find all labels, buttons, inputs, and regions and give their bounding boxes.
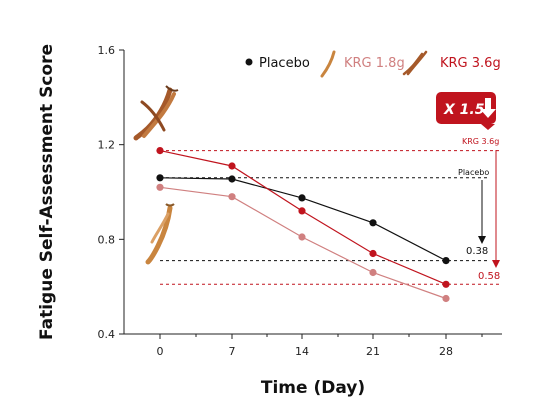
- ginseng-root-large-illustration: [133, 85, 179, 141]
- axes: [123, 50, 502, 335]
- down-arrow-icon: [480, 98, 496, 118]
- x-tick-label: 21: [366, 345, 380, 358]
- y-axis-title: Fatigue Self-Assessment Score: [37, 44, 57, 340]
- x-ticks: 0 7 14 21 28: [157, 334, 483, 358]
- placebo-change-arrowhead: [478, 236, 486, 244]
- x1-5-badge: X 1.5: [436, 92, 496, 130]
- data-point-krg-3-6g: [442, 280, 450, 288]
- data-point-krg-1-8g: [228, 193, 236, 201]
- x-tick-label: 14: [295, 345, 309, 358]
- x-tick-label: 0: [157, 345, 164, 358]
- series-line-placebo: [159, 177, 447, 262]
- series-line-krg-3-6g: [159, 150, 447, 285]
- change-annotations: KRG 3.6g Placebo 0.38 0.58: [458, 137, 500, 282]
- x-tick-label: 28: [439, 345, 453, 358]
- legend-marker-placebo: [245, 58, 253, 66]
- reference-lines: [160, 150, 500, 285]
- annotation-krg-label: KRG 3.6g: [462, 137, 499, 146]
- data-point-placebo: [369, 219, 377, 227]
- y-tick-label: 0.4: [98, 328, 116, 341]
- data-point-krg-1-8g: [298, 233, 306, 241]
- y-tick-label: 1.6: [98, 44, 116, 57]
- annotation-placebo-change: 0.38: [466, 246, 488, 257]
- series-points: [156, 147, 450, 303]
- series-line-krg-1-8g: [159, 186, 447, 300]
- legend-label-krg-1-8g: KRG 1.8g: [344, 56, 405, 71]
- x-tick-label: 7: [229, 345, 236, 358]
- legend-root-icon-krg-1-8g: [320, 50, 336, 78]
- legend: Placebo KRG 1.8g KRG 3.6g: [245, 50, 501, 78]
- legend-label-krg-3-6g: KRG 3.6g: [440, 56, 501, 71]
- data-point-krg-1-8g: [156, 183, 164, 191]
- legend-root-icon-krg-3-6g: [402, 50, 428, 76]
- data-point-placebo: [156, 174, 164, 182]
- series-lines: [159, 150, 447, 300]
- annotation-krg-change: 0.58: [478, 271, 500, 282]
- y-ticks: 0.4 0.8 1.2 1.6: [98, 44, 124, 341]
- data-point-krg-1-8g: [442, 294, 450, 303]
- annotation-placebo-label: Placebo: [458, 168, 489, 177]
- y-tick-label: 1.2: [98, 139, 116, 152]
- legend-label-placebo: Placebo: [259, 56, 310, 71]
- ginseng-root-small-illustration: [145, 203, 175, 265]
- x-axis-title: Time (Day): [261, 378, 365, 398]
- krg-change-arrowhead: [492, 260, 500, 268]
- data-point-krg-3-6g: [369, 249, 377, 258]
- data-point-placebo: [442, 257, 450, 265]
- badge-label: X 1.5: [443, 102, 485, 118]
- data-point-placebo: [228, 175, 236, 183]
- data-point-placebo: [298, 194, 306, 202]
- data-point-krg-3-6g: [156, 147, 164, 155]
- y-tick-label: 0.8: [98, 233, 116, 246]
- data-point-krg-3-6g: [298, 207, 306, 215]
- data-point-krg-3-6g: [228, 162, 236, 170]
- data-point-krg-1-8g: [369, 268, 377, 277]
